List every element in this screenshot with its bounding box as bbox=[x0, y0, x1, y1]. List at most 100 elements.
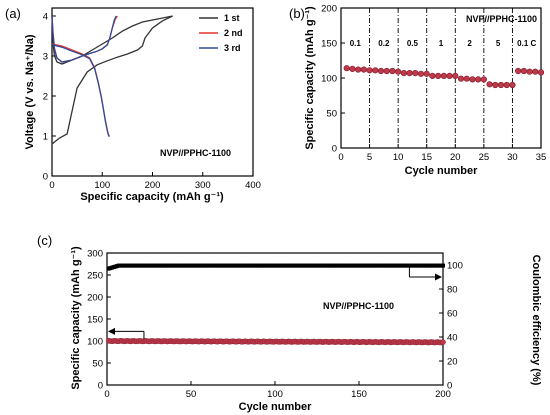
panel-b-point bbox=[355, 66, 362, 73]
panel-b-rate-label: 0.1 bbox=[350, 39, 362, 48]
panel-b-rate-label: 1 bbox=[439, 39, 444, 48]
panel-b-point bbox=[423, 70, 430, 77]
panel-b-xtick-label: 10 bbox=[393, 152, 404, 163]
panel-b-ytick-label: 50 bbox=[326, 109, 337, 120]
panel-b-point bbox=[383, 67, 390, 75]
panel-b-point bbox=[520, 67, 527, 75]
panel-b-point bbox=[366, 67, 373, 74]
legend-label-3rd: 3 rd bbox=[224, 43, 241, 53]
panel-a-series-3-discharge bbox=[51, 44, 110, 138]
panel-b-point bbox=[537, 69, 545, 76]
panel-b-rate-label: 0.1 C bbox=[517, 39, 536, 48]
panel-b-point bbox=[463, 75, 470, 82]
panel-c-y2tick-label: 0 bbox=[447, 381, 452, 392]
panel-b-ytick-label: 0 bbox=[332, 144, 337, 155]
panel-c-ytick-label: 50 bbox=[92, 359, 103, 370]
panel-a-series-3-charge bbox=[51, 15, 117, 63]
panel-b-point bbox=[492, 81, 499, 89]
panel-b-xtick-label: 25 bbox=[479, 152, 490, 163]
panel-b-xtick-label: 5 bbox=[367, 152, 372, 163]
panel-b-point bbox=[509, 81, 516, 89]
panel-c-cycling-stability: Cycle number Specific capacity (mAh g⁻¹)… bbox=[70, 246, 542, 413]
panel-b-point bbox=[406, 69, 413, 77]
panel-c-ylabel: Specific capacity (mAh g⁻¹) bbox=[70, 246, 82, 390]
panel-a-xtick-label: 300 bbox=[195, 180, 211, 191]
panel-c-xtick-label: 50 bbox=[186, 389, 197, 400]
panel-c-right-arrow-head bbox=[435, 273, 442, 281]
panel-b-point bbox=[360, 66, 367, 73]
panel-b-rate-label: 5 bbox=[496, 39, 501, 48]
panel-a-xtick-label: 200 bbox=[145, 180, 161, 191]
panel-a-ytick-label: 2 bbox=[43, 92, 48, 103]
panel-b-point bbox=[440, 72, 447, 79]
panel-a-series-1-charge bbox=[51, 15, 173, 145]
panel-c-xtick-label: 100 bbox=[267, 389, 283, 400]
panel-a-series-1-discharge bbox=[51, 15, 173, 65]
panel-b-point bbox=[417, 70, 425, 77]
panel-c-capacity-point bbox=[440, 339, 446, 345]
panel-b-point bbox=[377, 67, 385, 75]
panel-c-y2tick-label: 40 bbox=[447, 333, 458, 344]
panel-c-ytick-label: 200 bbox=[87, 293, 103, 304]
panel-c-efficiency-point bbox=[441, 263, 445, 268]
panel-b-point bbox=[412, 69, 419, 77]
panel-c-y2tick-label: 80 bbox=[447, 285, 458, 296]
panel-c-y2tick-label: 100 bbox=[447, 261, 463, 272]
panel-c-frame bbox=[106, 252, 444, 386]
legend-label-1st: 1 st bbox=[224, 13, 240, 23]
panel-c-annotation: NVP//PPHC-1100 bbox=[323, 301, 394, 311]
panel-b-point bbox=[469, 76, 476, 83]
panel-b-frame bbox=[340, 7, 542, 149]
panel-c-y2tick-label: 60 bbox=[447, 309, 458, 320]
panel-label-b: (b) bbox=[289, 6, 305, 21]
panel-b-xtick-label: 20 bbox=[450, 152, 461, 163]
panel-a-ytick-label: 3 bbox=[43, 52, 48, 63]
panel-b-xtick-label: 0 bbox=[338, 152, 343, 163]
panel-c-y2tick-label: 20 bbox=[447, 357, 458, 368]
panel-b-point bbox=[389, 67, 396, 75]
panel-b-xtick-label: 30 bbox=[507, 152, 518, 163]
panel-c-left-arrow-head bbox=[108, 327, 115, 335]
panel-b-point bbox=[395, 68, 402, 75]
panel-b-point bbox=[429, 72, 436, 79]
panel-a-series-2-discharge bbox=[51, 43, 110, 137]
panel-a-xtick-label: 0 bbox=[49, 180, 54, 191]
panel-c-xtick-label: 0 bbox=[104, 389, 109, 400]
panel-b-rate-label: 0.2 bbox=[378, 39, 390, 48]
panel-a-xlabel: Specific capacity (mAh g⁻¹) bbox=[80, 191, 224, 203]
panel-b-point bbox=[480, 76, 487, 83]
panel-b-point bbox=[503, 81, 510, 89]
panel-label-c: (c) bbox=[37, 233, 52, 248]
panel-a-ytick-label: 1 bbox=[43, 132, 48, 143]
panel-b-point bbox=[526, 68, 533, 75]
panel-b-point bbox=[497, 81, 505, 89]
panel-c-ytick-label: 300 bbox=[87, 249, 103, 260]
panel-a-xtick-label: 100 bbox=[94, 180, 110, 191]
panel-c-y2label: Coulombic efficiency (%) bbox=[530, 255, 542, 386]
panel-b-point bbox=[435, 72, 442, 79]
panel-b-point bbox=[475, 76, 482, 83]
panel-b-point bbox=[532, 68, 539, 75]
panel-b-ytick-label: 100 bbox=[321, 74, 337, 85]
panel-b-xtick-label: 35 bbox=[536, 152, 547, 163]
panel-b-point bbox=[457, 75, 465, 82]
panel-b-annotation: NVP//PPHC-1100 bbox=[466, 14, 537, 24]
panel-b-point bbox=[372, 67, 379, 74]
panel-b-point bbox=[446, 72, 453, 79]
panel-a-voltage-profile: Specific capacity (mAh g⁻¹) Voltage (V v… bbox=[24, 7, 261, 203]
panel-b-point bbox=[343, 65, 350, 72]
panel-b-ytick-label: 200 bbox=[321, 4, 337, 15]
panel-c-ytick-label: 250 bbox=[87, 271, 103, 282]
panel-a-annotation: NVP//PPHC-1100 bbox=[160, 148, 231, 158]
panel-c-ytick-label: 150 bbox=[87, 315, 103, 326]
panel-b-rate-capability: Cycle number Specific capacity (mAh g⁻¹)… bbox=[304, 4, 546, 178]
panel-b-xtick-label: 15 bbox=[421, 152, 432, 163]
panel-b-point bbox=[349, 65, 356, 72]
panel-a-xtick-label: 400 bbox=[245, 180, 261, 191]
panel-c-xtick-label: 150 bbox=[351, 389, 367, 400]
panel-c-xlabel: Cycle number bbox=[239, 401, 312, 413]
panel-a-ytick-label: 0 bbox=[43, 172, 48, 183]
panel-b-rate-label: 0.5 bbox=[407, 39, 419, 48]
panel-label-a: (a) bbox=[5, 6, 21, 21]
